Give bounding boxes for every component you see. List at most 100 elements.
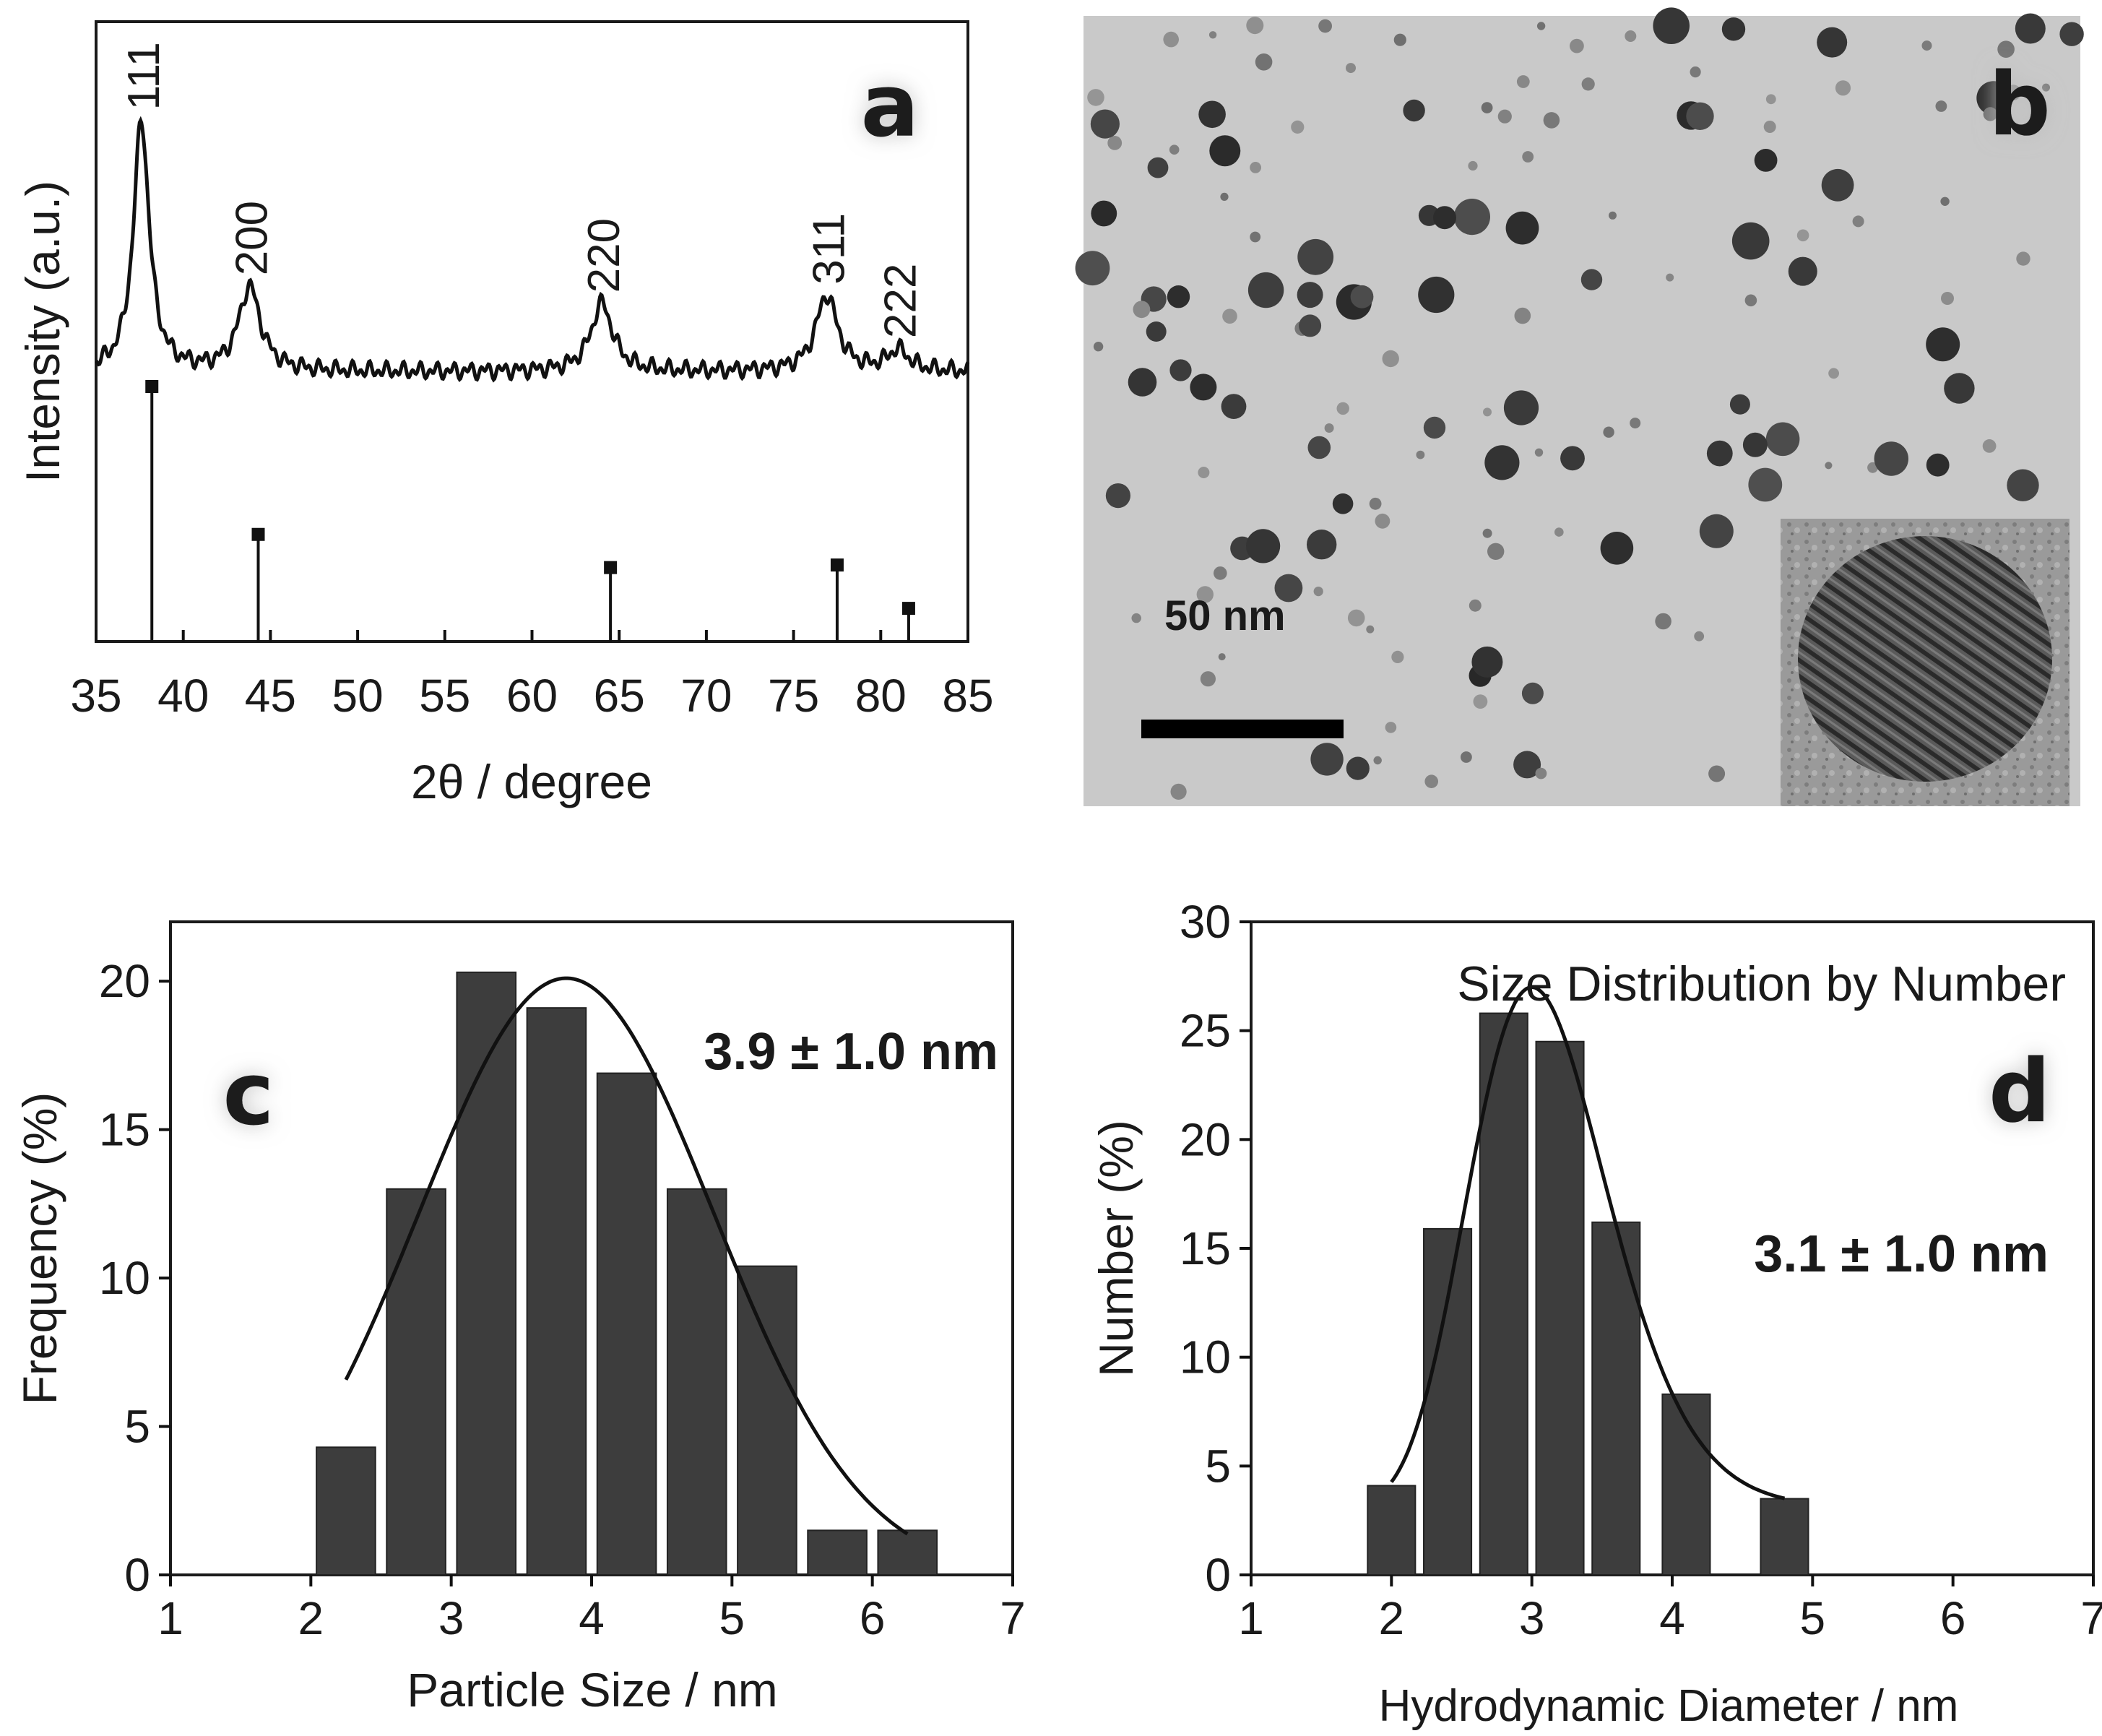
nanoparticle xyxy=(1487,543,1505,560)
nanoparticle xyxy=(1297,282,1323,308)
nanoparticle xyxy=(1291,120,1305,134)
nanoparticle xyxy=(1625,30,1637,42)
nanoparticle xyxy=(1453,199,1490,236)
histogram-bar xyxy=(1367,1485,1417,1576)
nanoparticle xyxy=(1926,453,1950,477)
x-tick-label: 65 xyxy=(594,670,645,722)
y-tick-label: 15 xyxy=(99,1104,150,1156)
y-tick-label: 15 xyxy=(1180,1222,1231,1274)
nanoparticle xyxy=(1522,151,1534,163)
panel-letter-c: c xyxy=(222,1045,274,1145)
nanoparticle xyxy=(1169,144,1180,155)
nanoparticle xyxy=(1385,722,1397,733)
nanoparticle xyxy=(1821,168,1854,202)
nanoparticle xyxy=(1146,321,1167,342)
histogram-d-x-ticks: 1 2 3 4 5 6 7 xyxy=(1238,1575,2102,1644)
x-tick-label: 3 xyxy=(1519,1592,1545,1644)
nanoparticle xyxy=(1297,238,1334,275)
nanoparticle xyxy=(1198,100,1226,129)
nanoparticle xyxy=(1346,63,1356,74)
xrd-reference-lines xyxy=(145,380,915,642)
y-tick-label: 10 xyxy=(99,1252,150,1304)
nanoparticle xyxy=(1763,121,1776,133)
nanoparticle xyxy=(1423,416,1446,439)
nanoparticle xyxy=(1729,394,1750,415)
nanoparticle xyxy=(1983,107,1997,121)
nanoparticle xyxy=(1198,467,1210,478)
nanoparticle xyxy=(1214,566,1227,580)
nanoparticle xyxy=(1505,211,1539,245)
histogram-c-bars xyxy=(316,971,938,1576)
x-tick-label: 1 xyxy=(157,1592,183,1644)
nanoparticle xyxy=(1825,462,1833,470)
histogram-c-y-axis-title: Frequency (%) xyxy=(13,1092,66,1405)
histogram-bar xyxy=(737,1265,797,1576)
nanoparticle xyxy=(1218,653,1226,661)
nanoparticle xyxy=(1941,292,1954,305)
nanoparticle xyxy=(1369,497,1382,510)
nanoparticle xyxy=(1090,109,1120,139)
nanoparticle xyxy=(1742,432,1768,457)
nanoparticle xyxy=(1147,157,1169,178)
nanoparticle xyxy=(1133,301,1151,319)
nanoparticle xyxy=(1686,102,1714,130)
nanoparticle xyxy=(1874,441,1908,476)
nanoparticle xyxy=(1167,285,1190,308)
nanoparticle xyxy=(1690,66,1701,78)
nanoparticle xyxy=(1393,33,1406,46)
x-tick-label: 5 xyxy=(719,1592,745,1644)
nanoparticle xyxy=(1796,229,1809,242)
nanoparticle xyxy=(1196,586,1214,603)
nanoparticle xyxy=(1107,136,1123,150)
nanoparticle xyxy=(1483,407,1492,417)
nanoparticle xyxy=(1433,206,1456,230)
reference-marker xyxy=(145,380,159,393)
nanoparticle xyxy=(1708,765,1726,782)
nanoparticle xyxy=(2042,83,2050,92)
nanoparticle xyxy=(1391,650,1404,664)
histogram-bar xyxy=(1423,1227,1473,1576)
nanoparticle xyxy=(1731,222,1770,260)
nanoparticle xyxy=(1468,160,1478,171)
nanoparticle xyxy=(1418,276,1455,314)
nanoparticle xyxy=(1748,467,1783,502)
nanoparticle xyxy=(1416,450,1425,459)
nanoparticle xyxy=(1461,751,1472,763)
nanoparticle xyxy=(1535,767,1547,780)
nanoparticle xyxy=(1220,192,1229,201)
nanoparticle xyxy=(1484,445,1520,480)
nanoparticle xyxy=(1190,373,1217,401)
y-tick-label: 5 xyxy=(124,1401,150,1453)
nanoparticle xyxy=(1653,7,1690,44)
nanoparticle xyxy=(1976,81,2011,116)
nanoparticle xyxy=(1375,513,1390,529)
histogram-c-x-ticks: 1 2 3 4 5 6 7 xyxy=(157,1575,1026,1644)
x-tick-label: 4 xyxy=(579,1592,605,1644)
nanoparticle xyxy=(2005,85,2021,100)
histogram-bar xyxy=(526,1007,587,1576)
xrd-peak-labels: 111 200 220 311 222 xyxy=(119,42,926,338)
nanoparticle xyxy=(1554,527,1564,537)
y-tick-label: 30 xyxy=(1180,896,1231,948)
nanoparticle xyxy=(1765,94,1776,105)
nanoparticle xyxy=(2059,22,2084,46)
nanoparticle xyxy=(1482,528,1492,538)
tem-size-histogram-panel: 1 2 3 4 5 6 7 0 5 10 15 20 Particle Size / nm Freq… xyxy=(13,920,1026,1716)
histogram-c-mean-size: 3.9 ± 1.0 nm xyxy=(704,1023,998,1081)
nanoparticle xyxy=(1473,694,1488,709)
nanoparticle xyxy=(1543,112,1560,129)
histogram-bar xyxy=(1760,1498,1809,1576)
scale-bar xyxy=(1141,720,1344,738)
x-tick-label: 50 xyxy=(332,670,384,722)
nanoparticle xyxy=(1247,272,1284,308)
nanoparticle xyxy=(1336,402,1349,415)
nanoparticle xyxy=(1093,342,1104,352)
xrd-pattern-line xyxy=(95,116,970,383)
x-tick-label: 4 xyxy=(1659,1592,1685,1644)
x-tick-label: 3 xyxy=(438,1592,464,1644)
nanoparticle xyxy=(1307,436,1331,459)
nanoparticle xyxy=(1318,19,1332,33)
nanoparticle xyxy=(1324,423,1334,433)
histogram-d-fit-curve xyxy=(1390,985,1786,1500)
x-tick-label: 7 xyxy=(1000,1592,1026,1644)
